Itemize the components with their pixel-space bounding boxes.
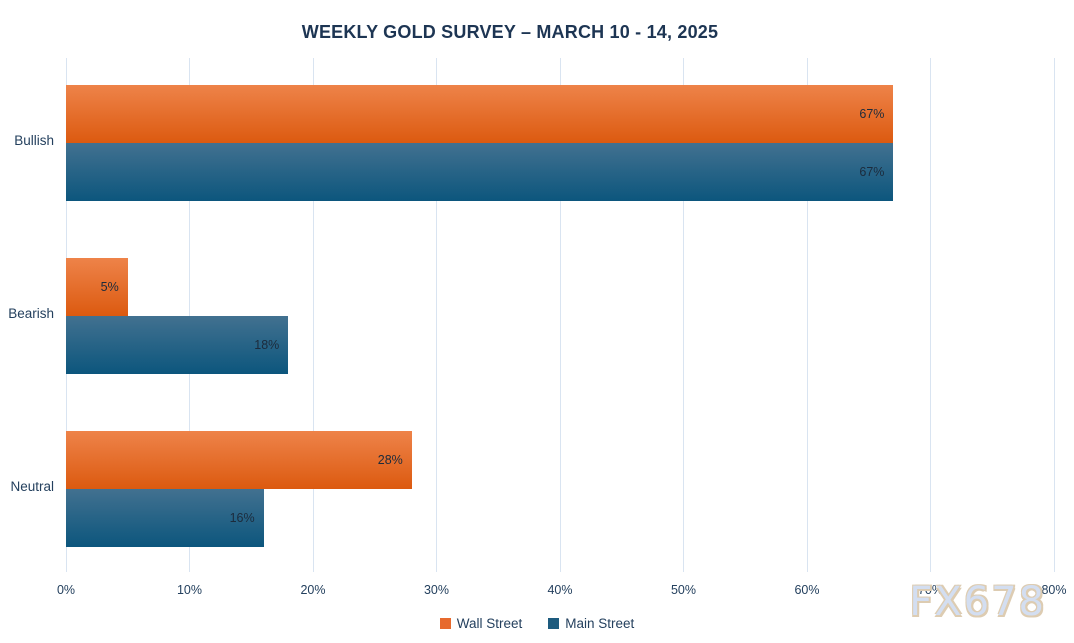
gridline-60%: [806, 58, 808, 572]
legend-label-wall-street: Wall Street: [456, 616, 523, 631]
bar-main-street-bullish: 67%: [66, 143, 894, 201]
bar-value-main-street-bullish: 67%: [859, 165, 885, 179]
x-tick-label-70%: 70%: [917, 583, 944, 597]
gridline-40%: [559, 58, 561, 572]
gridline-30%: [436, 58, 437, 572]
legend-swatch-wall-street: [439, 618, 451, 629]
bar-value-main-street-neutral: 16%: [229, 511, 255, 525]
gridline-10%: [189, 58, 190, 572]
bar-value-wall-street-bullish: 67%: [859, 107, 885, 121]
x-tick-label-50%: 50%: [670, 583, 697, 597]
gridline-50%: [683, 58, 684, 572]
x-tick-label-40%: 40%: [547, 583, 573, 597]
legend-item-main-street: Main Street: [548, 616, 634, 631]
gridline-20%: [312, 58, 314, 572]
x-tick-label-10%: 10%: [176, 583, 203, 597]
bar-wall-street-bearish: 5%: [66, 258, 128, 316]
gridline-70%: [930, 58, 931, 572]
bar-main-street-neutral: 16%: [66, 489, 264, 547]
bar-value-main-street-bearish: 18%: [254, 338, 280, 352]
legend-swatch-main-street: [548, 618, 560, 629]
x-tick-label-0%: 0%: [56, 583, 76, 597]
watermark: FX678: [909, 579, 1046, 625]
bar-main-street-bearish: 18%: [66, 316, 289, 374]
x-tick-label-60%: 60%: [794, 583, 820, 597]
bar-wall-street-neutral: 28%: [66, 431, 412, 489]
x-tick-label-30%: 30%: [423, 583, 450, 597]
category-label-bullish: Bullish: [14, 133, 54, 148]
gridline-80%: [1053, 58, 1055, 572]
legend: Wall Street Main Street: [0, 616, 1074, 631]
category-label-neutral: Neutral: [10, 479, 54, 494]
bar-wall-street-bullish: 67%: [66, 85, 894, 143]
category-label-bearish: Bearish: [8, 306, 54, 321]
legend-label-main-street: Main Street: [565, 616, 635, 631]
bar-value-wall-street-bearish: 5%: [100, 280, 119, 294]
legend-item-wall-street: Wall Street: [439, 616, 523, 631]
bar-value-wall-street-neutral: 28%: [377, 453, 403, 467]
chart-title: WEEKLY GOLD SURVEY – MARCH 10 - 14, 2025: [301, 22, 719, 42]
plot-area: 67% 67% 5% 18% 28% 16%: [65, 58, 1055, 572]
x-tick-label-80%: 80%: [1041, 583, 1067, 597]
x-tick-label-20%: 20%: [300, 583, 326, 597]
